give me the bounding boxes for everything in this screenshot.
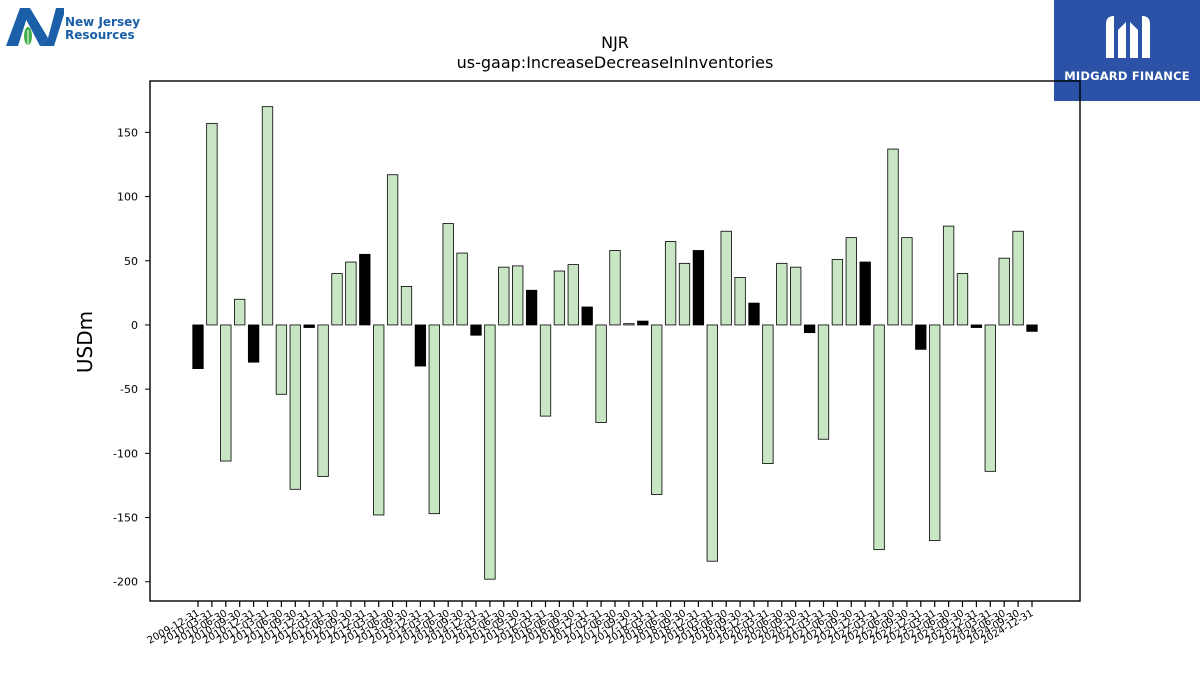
midgard-emblem-icon bbox=[1106, 16, 1150, 58]
bar bbox=[1026, 324, 1038, 332]
bar bbox=[553, 270, 566, 326]
bar bbox=[192, 324, 204, 370]
bar bbox=[470, 324, 482, 336]
bar bbox=[414, 324, 427, 367]
bar bbox=[386, 174, 399, 326]
plot-frame bbox=[149, 80, 1081, 602]
bar bbox=[915, 324, 927, 350]
midgard-brand-name: MIDGARD FINANCE bbox=[1064, 69, 1190, 83]
bar bbox=[720, 230, 732, 326]
bar bbox=[275, 324, 288, 395]
bar bbox=[678, 262, 691, 326]
bar bbox=[887, 148, 899, 326]
bar bbox=[664, 241, 677, 326]
bar bbox=[609, 250, 621, 326]
bar bbox=[247, 324, 260, 363]
bar bbox=[706, 324, 718, 562]
bar bbox=[581, 306, 593, 326]
njr-n-mark-icon bbox=[6, 8, 66, 50]
bar bbox=[637, 320, 649, 326]
bar bbox=[623, 323, 635, 326]
y-tick-label: 150 bbox=[117, 126, 138, 139]
bar bbox=[873, 324, 885, 551]
bar bbox=[942, 225, 955, 326]
bar bbox=[595, 324, 607, 423]
bar bbox=[359, 253, 371, 326]
y-tick-label: -150 bbox=[113, 512, 138, 525]
y-tick-label: 100 bbox=[117, 191, 138, 204]
bar bbox=[790, 266, 802, 326]
bar bbox=[651, 324, 663, 495]
logo-line-1: New Jersey bbox=[65, 15, 141, 29]
midgard-finance-logo: MIDGARD FINANCE bbox=[1054, 0, 1200, 101]
bar bbox=[901, 237, 913, 326]
bar bbox=[998, 257, 1010, 326]
bar bbox=[734, 277, 746, 326]
bar bbox=[345, 261, 357, 326]
bar bbox=[748, 302, 760, 326]
bar bbox=[289, 324, 301, 490]
bar bbox=[1012, 230, 1024, 326]
bar bbox=[206, 122, 218, 326]
bar bbox=[845, 237, 857, 326]
bar bbox=[498, 266, 510, 326]
bar bbox=[484, 324, 496, 580]
bar bbox=[776, 262, 788, 326]
y-tick-label: -100 bbox=[113, 447, 138, 460]
bar bbox=[762, 324, 774, 465]
bar bbox=[331, 273, 343, 326]
bar bbox=[803, 324, 816, 334]
new-jersey-resources-logo: New Jersey Resources bbox=[4, 4, 144, 52]
y-tick-label: -50 bbox=[120, 383, 138, 396]
bar bbox=[234, 298, 246, 326]
bar bbox=[525, 289, 538, 326]
bar bbox=[692, 250, 705, 326]
bar bbox=[859, 261, 871, 326]
chart-title: NJR bbox=[601, 33, 629, 52]
bar bbox=[456, 252, 468, 326]
chart-subtitle: us-gaap:IncreaseDecreaseInInventories bbox=[457, 53, 774, 72]
bar bbox=[400, 286, 413, 326]
bar bbox=[817, 324, 830, 440]
y-axis-label: USDm bbox=[73, 311, 97, 373]
bar bbox=[442, 223, 454, 326]
bar bbox=[317, 324, 329, 477]
bar bbox=[220, 324, 232, 462]
bar bbox=[956, 273, 969, 326]
bar bbox=[303, 324, 315, 328]
bar bbox=[539, 324, 552, 417]
bar bbox=[373, 324, 385, 516]
y-tick-label: -200 bbox=[113, 576, 138, 589]
bar bbox=[567, 264, 579, 326]
bar bbox=[512, 265, 524, 326]
bar bbox=[428, 324, 440, 515]
bar bbox=[261, 106, 274, 326]
y-tick-label: 50 bbox=[124, 255, 138, 268]
bar bbox=[831, 259, 844, 326]
y-tick-label: 0 bbox=[131, 319, 138, 332]
logo-line-2: Resources bbox=[65, 28, 135, 42]
bar bbox=[970, 324, 983, 328]
bar bbox=[984, 324, 996, 472]
bar bbox=[929, 324, 941, 542]
